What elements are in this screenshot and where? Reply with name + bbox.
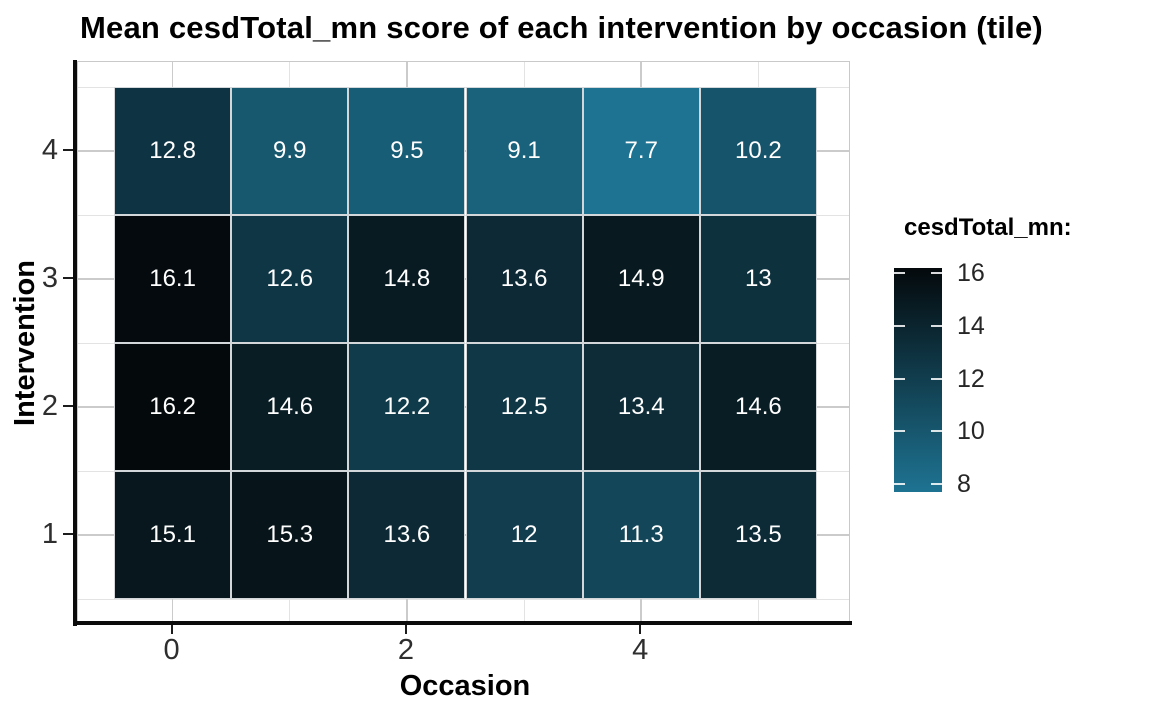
heatmap-tile: 13.6 [348, 471, 466, 599]
heatmap-tile: 12.5 [465, 343, 583, 471]
legend-tick-mark [894, 272, 905, 275]
heatmap-tile: 13.6 [465, 215, 583, 343]
x-tick-mark [404, 625, 407, 634]
y-tick-mark [63, 405, 73, 407]
x-tick-mark [170, 625, 173, 634]
heatmap-tile: 12.8 [114, 87, 232, 215]
legend-tick-mark [894, 377, 905, 380]
heatmap-tile: 14.6 [231, 343, 349, 471]
heatmap-tile: 13 [699, 215, 817, 343]
heatmap-tile: 12 [465, 471, 583, 599]
y-tick-label: 3 [41, 262, 58, 294]
legend-tick-mark [894, 430, 905, 433]
legend-tick-mark [931, 430, 942, 433]
chart-title: Mean cesdTotal_mn score of each interven… [80, 10, 1043, 45]
heatmap-tile: 12.6 [231, 215, 349, 343]
heatmap-tile: 9.9 [231, 87, 349, 215]
heatmap-tile: 16.1 [114, 215, 232, 343]
heatmap-tile: 14.9 [582, 215, 700, 343]
x-tick-label: 0 [163, 634, 180, 666]
heatmap-tile: 10.2 [699, 87, 817, 215]
legend-tick-label: 16 [957, 259, 985, 288]
heatmap-tile: 15.3 [231, 471, 349, 599]
legend: cesdTotal_mn: 16 14 12 10 8 [894, 214, 1152, 534]
heatmap-tile: 14.8 [348, 215, 466, 343]
legend-tick-mark [931, 324, 942, 327]
heatmap-tile: 9.5 [348, 87, 466, 215]
y-tick-label: 1 [41, 518, 58, 550]
y-axis-title: Intervention [9, 260, 41, 426]
tile-grid: 12.8 9.9 9.5 9.1 7.7 10.2 16.1 12.6 14.8 13.6 14.9… [114, 87, 817, 599]
y-axis-line [73, 60, 77, 626]
legend-tick-mark [931, 272, 942, 275]
heatmap-tile: 11.3 [582, 471, 700, 599]
legend-tick-mark [894, 483, 905, 486]
legend-tick-mark [894, 324, 905, 327]
plot-panel: 12.8 9.9 9.5 9.1 7.7 10.2 16.1 12.6 14.8 13.6 14.9… [77, 61, 850, 624]
y-tick-mark [63, 533, 73, 535]
legend-tick-label: 10 [957, 417, 985, 446]
legend-tick-label: 12 [957, 364, 985, 393]
y-tick-mark [63, 277, 73, 279]
heatmap-tile: 16.2 [114, 343, 232, 471]
legend-colorbar [894, 268, 942, 492]
legend-tick-label: 14 [957, 311, 985, 340]
y-tick-label: 4 [41, 134, 58, 166]
x-tick-mark [639, 625, 642, 634]
y-gridline-minor [78, 598, 849, 600]
heatmap-tile: 7.7 [582, 87, 700, 215]
heatmap-tile: 13.5 [699, 471, 817, 599]
heatmap-tile: 12.2 [348, 343, 466, 471]
legend-title: cesdTotal_mn: [904, 214, 1072, 241]
heatmap-tile: 15.1 [114, 471, 232, 599]
x-axis-title: Occasion [399, 670, 531, 702]
heatmap-tile: 14.6 [699, 343, 817, 471]
heatmap-tile: 9.1 [465, 87, 583, 215]
legend-tick-label: 8 [957, 470, 971, 499]
x-axis-line [73, 621, 852, 625]
heatmap-tile: 13.4 [582, 343, 700, 471]
y-tick-label: 2 [41, 390, 58, 422]
x-tick-label: 2 [397, 634, 414, 666]
y-tick-mark [63, 149, 73, 151]
legend-tick-mark [931, 483, 942, 486]
legend-tick-mark [931, 377, 942, 380]
x-tick-label: 4 [632, 634, 649, 666]
